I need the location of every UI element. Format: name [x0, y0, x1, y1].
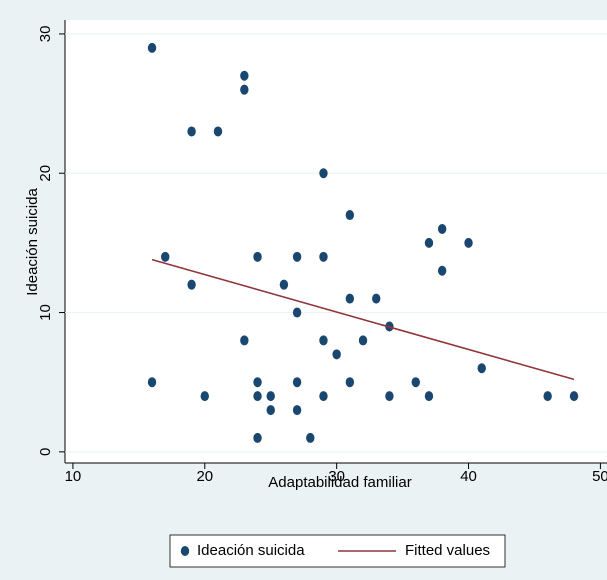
point	[543, 391, 552, 402]
point	[292, 405, 302, 416]
point	[306, 432, 315, 443]
point	[266, 391, 275, 402]
point	[345, 293, 355, 304]
point	[319, 168, 328, 179]
x-tick-label: 20	[196, 468, 213, 485]
point	[437, 265, 447, 276]
x-tick-label: 40	[460, 468, 477, 485]
point	[319, 335, 328, 346]
point	[187, 126, 196, 137]
point	[424, 237, 434, 248]
x-tick-label: 30	[328, 468, 345, 485]
point	[385, 391, 394, 402]
point	[213, 126, 223, 137]
point	[464, 237, 473, 248]
legend-label: Ideación suicida	[197, 542, 305, 559]
legend-label: Fitted values	[405, 542, 490, 559]
y-tick-label: 10	[37, 304, 54, 321]
point	[279, 279, 289, 290]
point	[569, 391, 579, 402]
point	[147, 42, 157, 53]
y-axis-title: Ideación suicida	[24, 188, 41, 296]
point	[477, 363, 486, 374]
point	[292, 377, 302, 388]
point	[411, 377, 420, 388]
point	[147, 377, 157, 388]
point	[372, 293, 381, 304]
y-tick-label: 20	[37, 165, 54, 182]
x-tick-label: 50	[592, 468, 607, 485]
point	[292, 251, 302, 262]
y-tick-label: 30	[37, 26, 54, 43]
x-axis-title: Adaptabilidad familiar	[268, 474, 411, 491]
point	[253, 391, 262, 402]
point	[292, 307, 302, 318]
fit-line	[151, 258, 575, 381]
point	[319, 251, 328, 262]
legend-marker	[180, 546, 190, 556]
y-tick-label: 0	[37, 448, 54, 456]
point	[332, 349, 341, 360]
point	[240, 335, 249, 346]
x-tick-label: 10	[65, 468, 82, 485]
point	[240, 70, 249, 81]
point	[345, 377, 355, 388]
point	[437, 223, 447, 234]
point	[424, 391, 434, 402]
point	[358, 335, 368, 346]
point	[319, 391, 328, 402]
point	[253, 377, 262, 388]
point	[253, 432, 262, 443]
point	[345, 210, 355, 221]
legend	[169, 534, 506, 568]
point	[240, 84, 249, 95]
plot-area	[65, 20, 607, 463]
point	[253, 251, 262, 262]
point	[266, 405, 275, 416]
point	[200, 391, 209, 402]
point	[161, 251, 170, 262]
point	[187, 279, 196, 290]
